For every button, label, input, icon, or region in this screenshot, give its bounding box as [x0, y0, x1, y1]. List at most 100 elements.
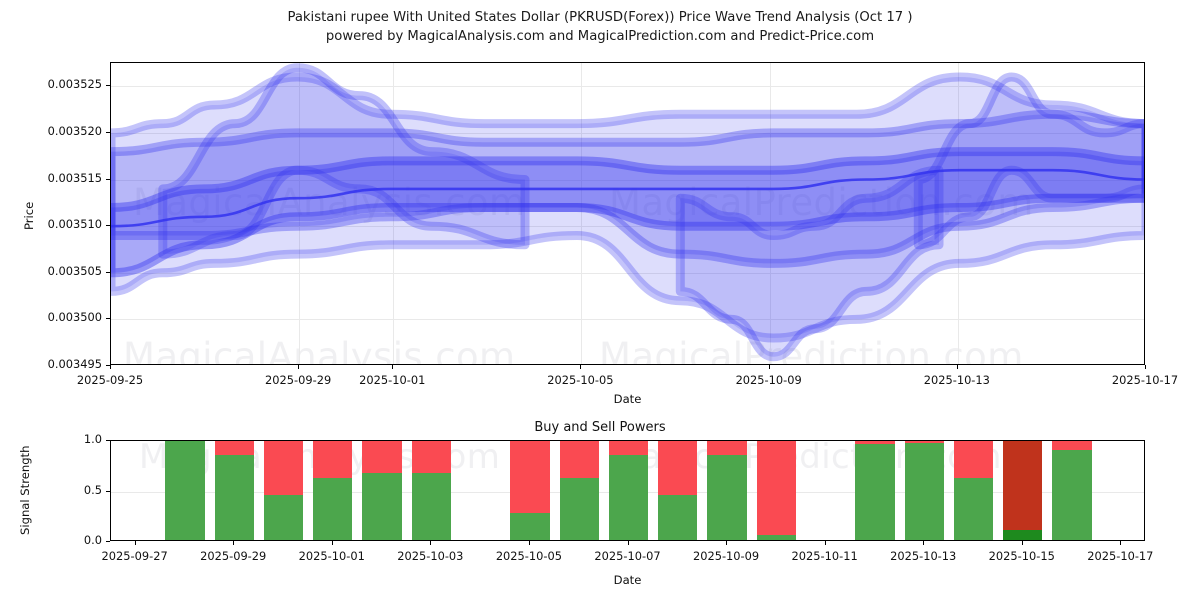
- bar-chart-xaxis-title: Date: [613, 573, 642, 587]
- y-tick-mark: [106, 178, 110, 180]
- bar-column: [1003, 441, 1043, 540]
- grid-line-vertical: [581, 63, 582, 364]
- title-line-1: Pakistani rupee With United States Dolla…: [287, 10, 913, 25]
- bar-segment-sell: [263, 441, 304, 495]
- x-tick-label: 2025-10-07: [594, 549, 661, 563]
- bar-segment-sell: [411, 441, 452, 474]
- grid-line-horizontal: [111, 273, 1144, 274]
- wave-bands-svg: [111, 63, 1144, 362]
- x-tick-label: 2025-10-11: [791, 549, 858, 563]
- grid-line-horizontal: [111, 86, 1144, 87]
- bar-segment-buy: [362, 473, 402, 540]
- x-tick-mark: [580, 365, 582, 369]
- bar-column: [313, 441, 353, 540]
- bar-column: [658, 441, 698, 540]
- y-tick-label: 0.003500: [47, 310, 102, 325]
- x-tick-label: 2025-09-27: [101, 549, 168, 563]
- y-tick-label: 0.003525: [47, 77, 102, 92]
- bar-column: [165, 441, 205, 540]
- bar-column: [362, 441, 402, 540]
- x-tick-mark: [956, 365, 958, 369]
- y-tick-mark: [106, 318, 110, 320]
- bar-column: [263, 441, 304, 540]
- bar-segment-buy: [411, 473, 452, 540]
- wave-band: [913, 72, 1144, 250]
- bar-column: [904, 441, 944, 540]
- bar-column: [707, 441, 747, 540]
- grid-line-horizontal: [111, 133, 1144, 134]
- bar-segment-sell: [904, 441, 944, 444]
- x-tick-mark: [1021, 541, 1023, 545]
- bar-segment-buy: [608, 455, 649, 540]
- bar-segment-buy: [214, 455, 254, 540]
- x-tick-label: 2025-10-01: [359, 373, 426, 387]
- y-tick-mark: [106, 225, 110, 227]
- bar-segment-sell: [559, 441, 599, 479]
- price-chart-xaxis-title: Date: [613, 392, 642, 406]
- bar-segment-buy: [756, 534, 797, 540]
- grid-line-vertical: [958, 63, 959, 364]
- bar-segment-buy: [855, 444, 895, 540]
- y-tick-mark: [106, 440, 110, 441]
- y-tick-mark: [106, 490, 110, 492]
- x-tick-label: 2025-09-29: [265, 373, 332, 387]
- bar-segment-buy: [904, 443, 944, 540]
- bar-column: [608, 441, 649, 540]
- bar-segment-buy: [313, 478, 353, 540]
- bar-column: [1052, 441, 1092, 540]
- grid-line-vertical: [770, 63, 771, 364]
- y-tick-label: 0.0: [83, 533, 102, 547]
- y-tick-label: 0.003510: [47, 217, 102, 232]
- x-tick-mark: [134, 541, 136, 545]
- trend-line: [111, 168, 1144, 228]
- grid-line-horizontal: [111, 226, 1144, 227]
- x-tick-label: 2025-10-15: [988, 549, 1055, 563]
- x-tick-label: 2025-10-09: [735, 373, 802, 387]
- x-tick-label: 2025-10-05: [547, 373, 614, 387]
- wave-band: [111, 147, 1144, 278]
- bar-segment-buy: [1003, 529, 1043, 540]
- bar-segment-buy: [658, 494, 698, 540]
- bar-column: [214, 441, 254, 540]
- bar-segment-buy: [263, 494, 304, 540]
- bar-segment-sell: [855, 441, 895, 445]
- y-tick-label: 0.5: [83, 482, 102, 497]
- bar-segment-sell: [608, 441, 649, 456]
- bar-column: [510, 441, 550, 540]
- grid-line-horizontal: [111, 180, 1144, 181]
- x-tick-label: 2025-10-17: [1111, 373, 1179, 387]
- y-tick-label: 0.003520: [47, 123, 102, 138]
- bar-column: [559, 441, 599, 540]
- bar-segment-sell: [658, 441, 698, 495]
- x-tick-label: 2025-10-17: [1087, 549, 1154, 563]
- x-tick-label: 2025-10-05: [495, 549, 563, 563]
- bar-segment-sell: [214, 441, 254, 456]
- grid-line-vertical: [299, 63, 300, 364]
- x-tick-label: 2025-09-29: [200, 549, 267, 563]
- x-tick-label: 2025-10-01: [298, 549, 365, 563]
- x-tick-label: 2025-10-13: [923, 373, 990, 387]
- y-tick-mark: [106, 541, 110, 542]
- bar-segment-sell: [510, 441, 550, 513]
- x-tick-mark: [430, 541, 432, 545]
- x-tick-mark: [233, 541, 235, 545]
- title-line-2: powered by MagicalAnalysis.com and Magic…: [325, 29, 875, 44]
- bar-chart-title: Buy and Sell Powers: [534, 420, 666, 435]
- bar-segment-buy: [707, 455, 747, 540]
- x-tick-mark: [110, 365, 111, 369]
- x-tick-mark: [298, 365, 300, 369]
- price-wave-plot: MagicalAnalysis.com MagicalPrediction.com…: [110, 62, 1145, 365]
- grid-line-vertical: [393, 63, 394, 364]
- x-tick-mark: [768, 365, 770, 369]
- bar-column: [953, 441, 994, 540]
- bar-segment-sell: [362, 441, 402, 474]
- x-tick-mark: [824, 541, 826, 545]
- wave-band: [675, 165, 944, 362]
- x-tick-mark: [1145, 365, 1146, 369]
- y-tick-mark: [106, 365, 110, 366]
- bar-segment-sell: [1003, 441, 1043, 530]
- x-tick-label: 2025-10-03: [397, 549, 464, 563]
- bar-column: [411, 441, 452, 540]
